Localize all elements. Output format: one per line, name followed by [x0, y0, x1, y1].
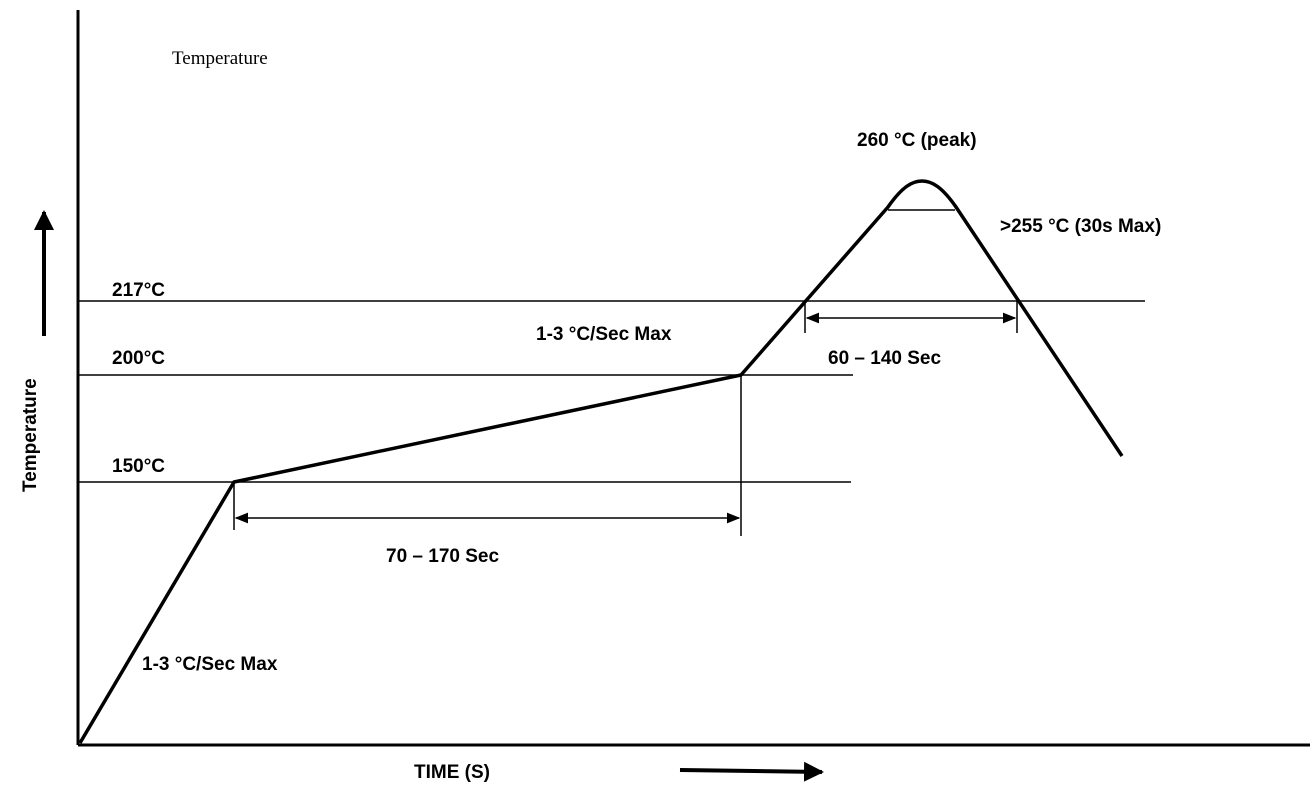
peak-label: 260 °C (peak)	[857, 130, 977, 151]
y-axis-label: Temperature	[20, 378, 41, 492]
x-axis-arrow-icon	[679, 761, 824, 782]
ref-label-200: 200°C	[112, 348, 165, 369]
above-255-label: >255 °C (30s Max)	[1000, 216, 1161, 237]
ref-label-150: 150°C	[112, 456, 165, 477]
temperature-profile-line	[78, 179, 1124, 744]
ref-label-217: 217°C	[112, 280, 165, 301]
ramp-rate-initial-label: 1-3 °C/Sec Max	[142, 654, 278, 675]
reflow-duration-label: 60 – 140 Sec	[828, 348, 941, 369]
x-axis-label: TIME (S)	[414, 762, 490, 783]
ramp-rate-final-label: 1-3 °C/Sec Max	[536, 324, 672, 345]
preheat-duration-label: 70 – 170 Sec	[386, 546, 499, 567]
top-temperature-label: Temperature	[172, 48, 268, 69]
